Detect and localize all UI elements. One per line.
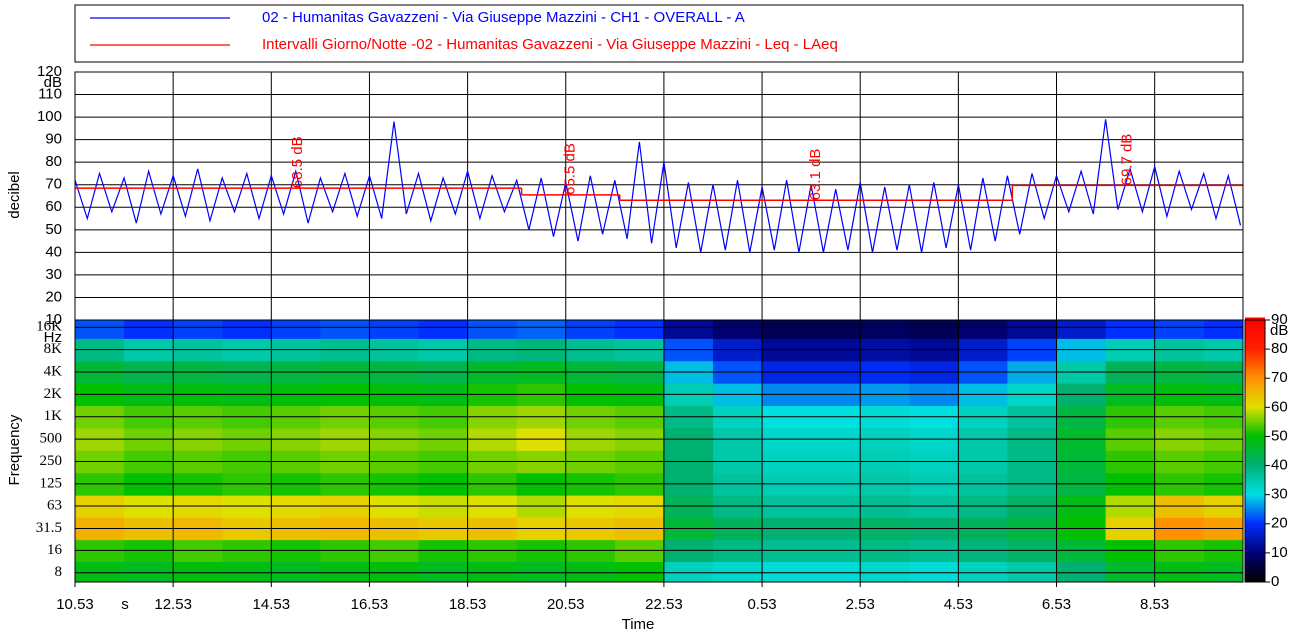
y-tick-label: 250: [40, 453, 63, 469]
x-tick-label: 0.53: [747, 596, 776, 613]
x-tick-label: 8.53: [1140, 596, 1169, 613]
value-label: 69.7 dB: [1119, 134, 1136, 186]
y-tick-label: 10: [45, 311, 62, 328]
colorbar-tick-label: 0: [1271, 573, 1279, 590]
value-label: 68.5 dB: [289, 136, 306, 188]
colorbar-tick-label: 70: [1271, 369, 1288, 386]
x-tick-label: 12.53: [154, 596, 192, 613]
x-unit: s: [121, 596, 129, 613]
x-tick-label: 22.53: [645, 596, 683, 613]
y-axis-label: Frequency: [6, 414, 23, 485]
y-axis-label: decibel: [6, 171, 23, 219]
colorbar-tick-label: 10: [1271, 544, 1288, 561]
y-tick-label: 31.5: [36, 520, 62, 536]
colorbar-tick-label: 90: [1271, 311, 1288, 328]
x-tick-label: 10.53: [56, 596, 94, 613]
x-tick-label: 14.53: [253, 596, 291, 613]
y-tick-label: 8K: [44, 341, 63, 357]
y-tick-label: 100: [37, 108, 62, 125]
colorbar-tick-label: 50: [1271, 427, 1288, 444]
y-tick-label: 70: [45, 176, 62, 193]
colorbar-tick-label: 20: [1271, 515, 1288, 532]
y-tick-label: 2K: [44, 386, 63, 402]
colorbar-tick-label: 80: [1271, 340, 1288, 357]
spectrogram: [75, 316, 1244, 584]
x-tick-label: 18.53: [449, 596, 487, 613]
legend-label: Intervalli Giorno/Notte -02 - Humanitas …: [262, 36, 838, 53]
y-tick-label: 90: [45, 131, 62, 148]
y-tick-label: 120: [37, 63, 62, 80]
y-tick-label: 20: [45, 288, 62, 305]
legend-label: 02 - Humanitas Gavazzeni - Via Giuseppe …: [262, 9, 745, 26]
colorbar-tick-label: 40: [1271, 457, 1288, 474]
y-tick-label: 500: [40, 431, 63, 447]
x-tick-label: 16.53: [351, 596, 389, 613]
y-tick-label: 110: [38, 86, 62, 103]
y-tick-label: 60: [45, 198, 62, 215]
y-tick-label: 80: [45, 153, 62, 170]
value-label: 63.1 dB: [807, 149, 824, 201]
x-tick-label: 6.53: [1042, 596, 1071, 613]
colorbar-tick-label: 60: [1271, 398, 1288, 415]
y-tick-label: 63: [47, 497, 62, 513]
y-tick-label: 16: [47, 542, 63, 558]
x-axis-label: Time: [622, 616, 655, 633]
y-tick-label: 50: [45, 221, 62, 238]
x-tick-label: 4.53: [944, 596, 973, 613]
colorbar-tick-label: 30: [1271, 486, 1288, 503]
y-tick-label: 40: [45, 243, 62, 260]
y-tick-label: 4K: [44, 363, 63, 379]
x-tick-label: 20.53: [547, 596, 585, 613]
y-tick-label: 30: [45, 266, 62, 283]
y-tick-label: 125: [40, 475, 63, 491]
value-label: 65.5 dB: [562, 143, 579, 195]
y-tick-label: 1K: [44, 408, 63, 424]
y-tick-label: 8: [55, 564, 63, 580]
x-tick-label: 2.53: [846, 596, 875, 613]
